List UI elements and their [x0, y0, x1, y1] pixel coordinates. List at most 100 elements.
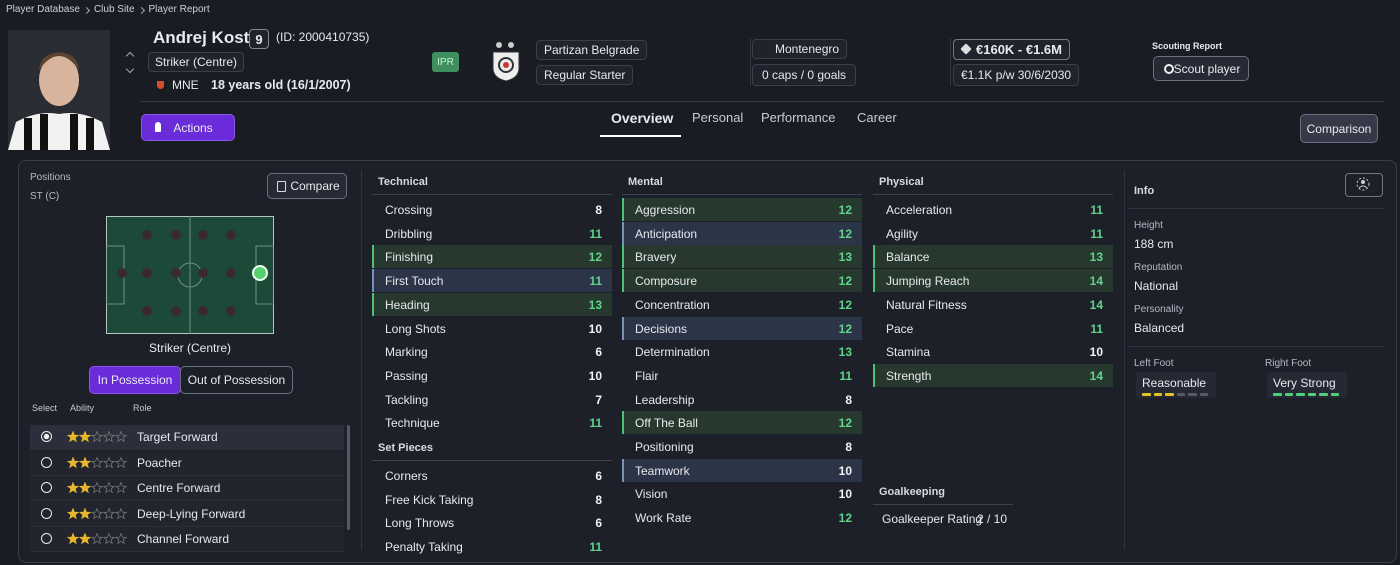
- role-stars: [67, 431, 128, 443]
- radio[interactable]: [41, 533, 52, 544]
- gk-label: Goalkeeper Rating: [882, 512, 983, 526]
- attribute-name: Strength: [886, 368, 932, 383]
- attribute-value: 12: [838, 321, 852, 336]
- attribute-value: 10: [588, 321, 602, 336]
- role-name: Target Forward: [137, 430, 218, 444]
- attribute-value: 12: [838, 274, 852, 289]
- attribute-value: 10: [588, 368, 602, 383]
- player-value: €160K - €1.6M: [953, 39, 1070, 60]
- attribute-value: 13: [838, 250, 852, 265]
- attribute-name: Determination: [635, 345, 710, 360]
- attribute-name: Aggression: [635, 203, 696, 217]
- attribute-value: 11: [1090, 321, 1103, 336]
- prev-player[interactable]: [125, 51, 135, 61]
- foot-segment: [1142, 393, 1151, 396]
- foot-bar: [1142, 393, 1208, 396]
- radio[interactable]: [41, 482, 52, 493]
- position-dot: [198, 230, 208, 240]
- position-dot: [226, 230, 236, 240]
- club-role: Regular Starter: [536, 65, 634, 85]
- attribute-value: 10: [838, 487, 852, 502]
- foot-segment: [1153, 393, 1162, 396]
- attribute-name: Positioning: [635, 440, 694, 454]
- attribute-name: Long Shots: [385, 321, 446, 336]
- attribute-name: Marking: [385, 345, 428, 360]
- attribute-name: Free Kick Taking: [385, 492, 474, 507]
- tab[interactable]: Career: [857, 110, 897, 125]
- section-title: Mental: [628, 176, 663, 188]
- position-dot: [142, 268, 152, 278]
- attribute-value: 13: [1089, 250, 1103, 265]
- attribute-name: Acceleration: [886, 203, 953, 217]
- attribute-value: 11: [589, 540, 602, 555]
- star: [90, 482, 104, 494]
- attribute-name: Anticipation: [635, 226, 698, 241]
- section-rule: [873, 504, 1013, 505]
- info-title: Info: [1134, 185, 1155, 197]
- position-dot: [226, 268, 236, 278]
- info-value: 188 cm: [1134, 237, 1174, 251]
- star: [102, 482, 116, 494]
- foot-segment: [1188, 393, 1197, 396]
- radio[interactable]: [41, 431, 52, 442]
- comparison-button[interactable]: Comparison: [1300, 114, 1378, 143]
- radio[interactable]: [41, 507, 52, 519]
- attribute-row: [372, 292, 612, 316]
- star: [90, 533, 104, 545]
- role-name: Deep-Lying Forward: [137, 506, 246, 521]
- breadcrumb-item[interactable]: Player Database: [6, 4, 80, 15]
- pitch: [106, 216, 274, 334]
- star: [78, 456, 92, 468]
- position-dot: [142, 306, 152, 316]
- star: [78, 431, 92, 443]
- star: [90, 456, 104, 468]
- breadcrumb-item[interactable]: Club Site: [93, 4, 135, 15]
- breadcrumb-item: Player Report: [148, 4, 210, 15]
- foot-value: Reasonable: [1142, 376, 1207, 390]
- tab[interactable]: Performance: [761, 110, 836, 125]
- info-value: National: [1134, 279, 1179, 293]
- attribute-name: Natural Fitness: [886, 297, 967, 312]
- positions-label: Positions: [30, 172, 71, 183]
- attribute-name: Crossing: [385, 203, 433, 217]
- info-rule: [1128, 346, 1384, 347]
- player-position: Striker (Centre): [148, 52, 245, 72]
- attribute-value: 11: [589, 274, 602, 289]
- player-wage: €1.1K p/w 30/6/2030: [953, 64, 1080, 86]
- info-button[interactable]: [1345, 173, 1383, 197]
- role-stars: [67, 533, 128, 545]
- next-player[interactable]: [125, 64, 135, 74]
- attribute-value: 10: [1089, 345, 1103, 360]
- divider: [1124, 170, 1125, 550]
- position-dot: [171, 306, 181, 316]
- divider: [950, 38, 951, 86]
- attribute-row: [622, 411, 862, 435]
- role-name: Centre Forward: [137, 481, 221, 495]
- attribute-row: [873, 363, 1113, 387]
- attribute-value: 12: [838, 297, 852, 312]
- attribute-value: 6: [595, 516, 602, 531]
- compare-button[interactable]: Compare: [267, 173, 347, 199]
- attribute-name: Composure: [635, 274, 698, 289]
- attribute-value: 11: [1090, 226, 1103, 241]
- mode-button[interactable]: Out of Possession: [180, 366, 293, 394]
- player-name: Andrej Kostić: [153, 28, 264, 47]
- position-dot: [198, 306, 208, 316]
- star: [102, 431, 116, 443]
- scout-button[interactable]: Scout player: [1153, 56, 1249, 81]
- tab[interactable]: Overview: [611, 110, 674, 126]
- mode-button[interactable]: In Possession: [89, 366, 181, 394]
- attribute-name: Pace: [886, 321, 914, 336]
- star: [102, 456, 116, 468]
- radio[interactable]: [41, 456, 52, 468]
- tab[interactable]: Personal: [692, 110, 744, 125]
- attribute-row: [622, 269, 862, 293]
- attribute-value: 8: [595, 203, 602, 217]
- club-name: Partizan Belgrade: [536, 40, 648, 60]
- star: [67, 431, 80, 443]
- attribute-name: Flair: [635, 368, 659, 383]
- star: [102, 533, 116, 545]
- attribute-name: Jumping Reach: [886, 274, 970, 289]
- scrollbar[interactable]: [347, 425, 350, 530]
- ipr-badge: IPR: [432, 52, 459, 72]
